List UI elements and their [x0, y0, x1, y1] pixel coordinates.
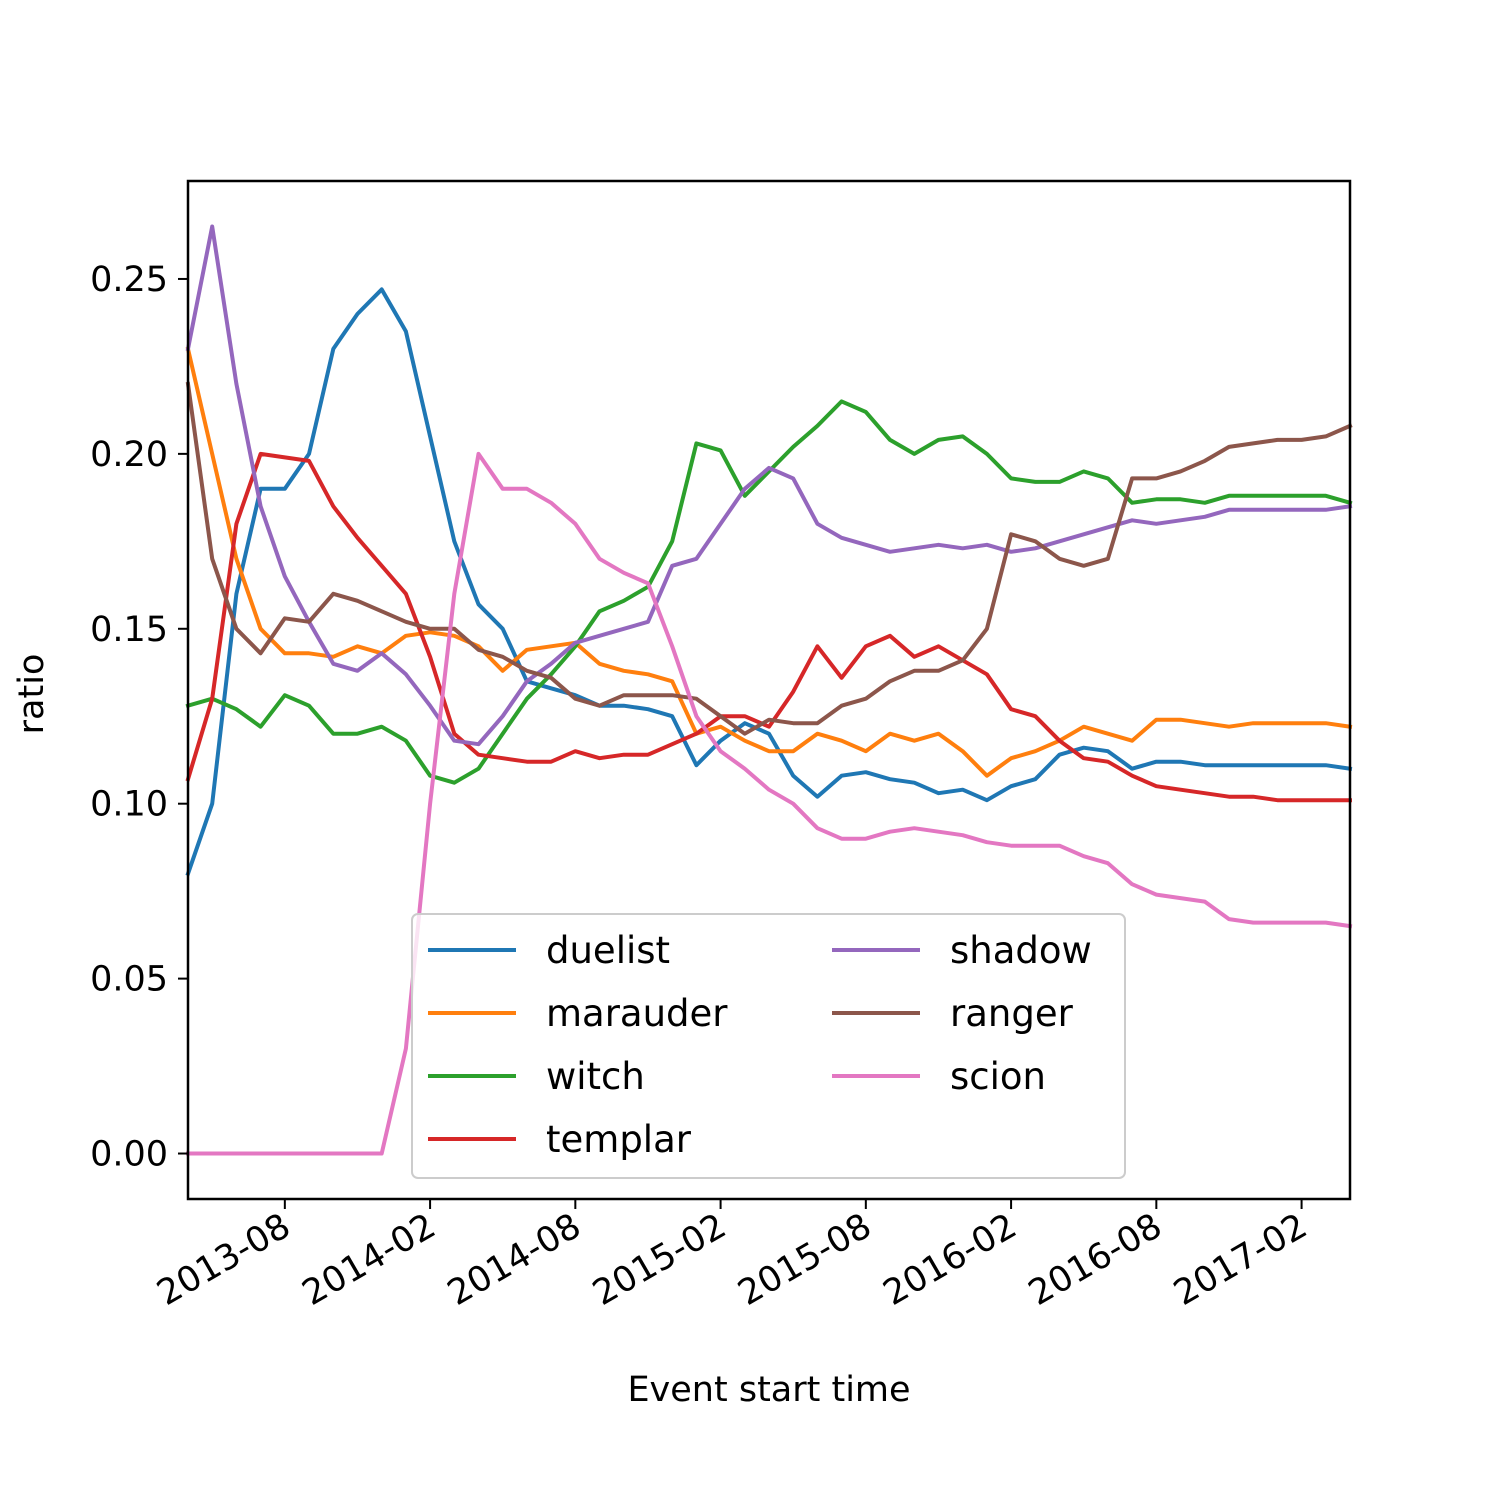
y-tick-label: 0.25 [90, 260, 168, 300]
legend-label-shadow: shadow [950, 929, 1092, 972]
y-tick-label: 0.00 [90, 1135, 168, 1175]
y-tick-label: 0.20 [90, 435, 168, 475]
legend: duelist marauder witch templar shadow ranger s… [411, 913, 1126, 1179]
series-line-templar [185, 451, 1352, 803]
y-tick-label: 0.10 [90, 785, 168, 825]
y-axis-title: ratio [12, 654, 52, 735]
legend-label-duelist: duelist [546, 929, 670, 972]
legend-label-ranger: ranger [950, 992, 1074, 1035]
y-tick-label: 0.05 [90, 960, 168, 1000]
x-axis-title: Event start time [627, 1370, 910, 1410]
y-axis: 0.00 0.05 0.10 0.15 0.20 0.25 [90, 260, 188, 1175]
series-line-witch [185, 399, 1353, 785]
series-line-duelist [185, 287, 1353, 877]
legend-box [411, 913, 1126, 1179]
series-line-ranger [185, 381, 1353, 736]
legend-label-scion: scion [950, 1055, 1046, 1098]
series-line-scion [186, 451, 1353, 1156]
plot-frame [186, 179, 1352, 1201]
series-line-shadow [185, 224, 1353, 747]
series-layer [185, 224, 1353, 1156]
legend-label-templar: templar [546, 1118, 692, 1161]
legend-label-witch: witch [546, 1055, 645, 1098]
legend-label-marauder: marauder [546, 992, 728, 1035]
y-tick-label: 0.15 [90, 610, 168, 650]
